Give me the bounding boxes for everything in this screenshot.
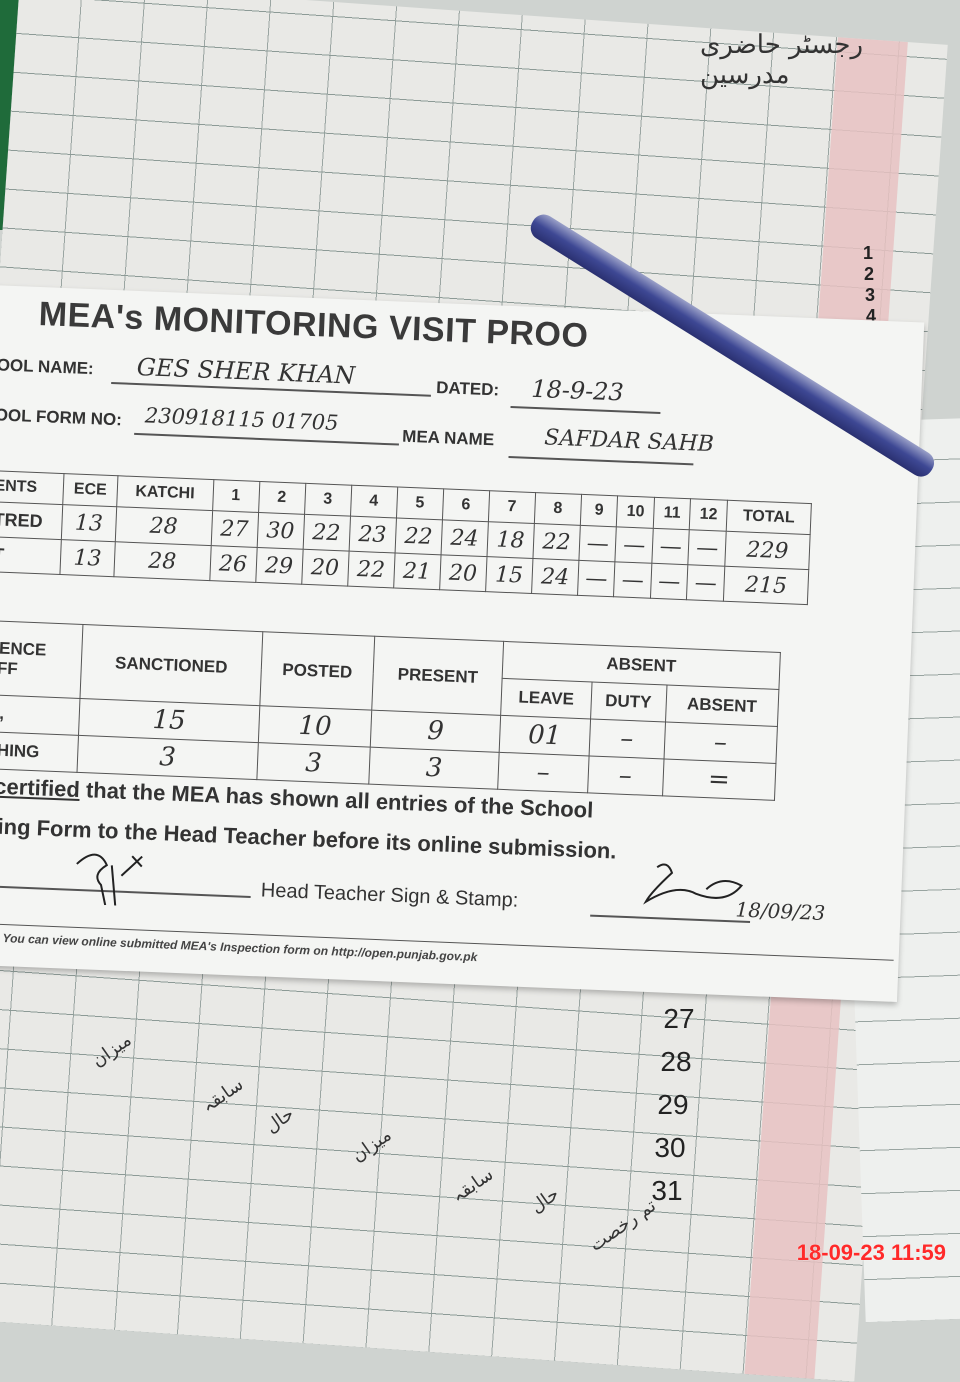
students-col-header: 1 — [212, 479, 260, 513]
sign-date: 18/09/23 — [735, 897, 826, 926]
students-cell: — — [650, 563, 689, 600]
col-duty: DUTY — [590, 681, 667, 722]
register-row-number: 31 — [651, 1175, 683, 1206]
students-cell: 29 — [255, 547, 303, 585]
register-row-number: 1 — [862, 243, 873, 263]
form-no-line — [134, 432, 399, 446]
students-cell: 15 — [485, 556, 533, 594]
footnote: Note: You can view online submitted MEA'… — [0, 929, 478, 965]
students-cell: 30 — [256, 512, 305, 550]
register-title: رجسٹر حاضری مدرسین — [700, 30, 864, 90]
staff-cell: 3 — [77, 735, 259, 780]
staff-header-label: ESENCE TAFF — [0, 620, 83, 699]
staff-cell: 9 — [370, 710, 501, 753]
col-leave: LEAVE — [500, 678, 592, 719]
students-col-header: 8 — [534, 492, 582, 526]
students-col-header: 4 — [350, 485, 398, 518]
students-cell: 27 — [210, 510, 259, 548]
register-row-number: 27 — [663, 1003, 695, 1034]
dated-value: 18-9-23 — [530, 374, 625, 407]
students-cell: — — [578, 525, 617, 562]
staff-cell: 3 — [256, 742, 371, 785]
staff-cell: 10 — [258, 705, 372, 748]
dated-line — [510, 405, 661, 415]
students-cell: 22 — [347, 551, 395, 588]
students-col-header: 2 — [258, 481, 306, 515]
students-row-label: STRED — [0, 501, 63, 540]
mea-name-line — [508, 455, 694, 466]
students-cell: 21 — [393, 552, 441, 590]
students-cell: 215 — [723, 566, 809, 605]
students-cell: 20 — [301, 549, 349, 587]
students-cell: 22 — [394, 517, 443, 555]
register-row-number: 2 — [863, 264, 874, 284]
photo-timestamp: 18-09-23 11:59 — [796, 1240, 946, 1265]
cert-emphasis: certified — [0, 773, 81, 803]
students-cell: — — [651, 528, 690, 565]
students-table: DENTS ECE KATCHI 1 2 3 4 5 6 7 8 9 10 11 12 TOTAL STRED… — [0, 470, 812, 605]
students-col-header: DENTS — [0, 470, 64, 505]
students-cell: 28 — [113, 541, 211, 581]
staff-cell: – — [587, 755, 664, 796]
col-posted: POSTED — [259, 631, 375, 711]
form-no-value: 230918115 01705 — [144, 403, 339, 436]
students-row-label: NT — [0, 536, 62, 575]
col-absent-sub: ABSENT — [665, 684, 779, 727]
students-col-header: 5 — [396, 487, 444, 520]
students-col-header: KATCHI — [116, 475, 214, 511]
register-row-number: 28 — [660, 1046, 692, 1077]
students-cell: 23 — [348, 516, 397, 553]
head-teacher-line — [590, 914, 751, 924]
students-col-header: 10 — [616, 495, 655, 529]
students-cell: 13 — [61, 504, 117, 542]
students-col-header: ECE — [62, 473, 118, 507]
students-col-header: 6 — [442, 488, 490, 522]
students-cell: 22 — [532, 523, 581, 561]
col-present: PRESENT — [371, 636, 504, 716]
staff-cell: 3 — [369, 747, 500, 790]
students-col-header: TOTAL — [726, 500, 812, 535]
form-no-label: OOL FORM NO: — [0, 405, 123, 430]
students-cell: 20 — [439, 554, 487, 592]
students-cell: 28 — [115, 506, 213, 546]
register-row-number: 30 — [654, 1132, 686, 1163]
school-name-label: OOL NAME: — [0, 355, 95, 379]
students-cell: 22 — [302, 514, 351, 552]
monitoring-visit-slip: MEA's MONITORING VISIT PROO OOL NAME: GE… — [0, 285, 925, 1002]
students-cell: — — [577, 560, 616, 597]
students-cell: 24 — [440, 519, 489, 557]
staff-table: ESENCE TAFF SANCTIONED POSTED PRESENT AB… — [0, 620, 781, 801]
staff-row-label: NG, — [0, 694, 80, 736]
staff-row-label: ACHING — [0, 731, 79, 773]
students-cell: 13 — [59, 539, 116, 577]
mea-name-label: MEA NAME — [401, 426, 495, 450]
register-row-number: 3 — [864, 285, 875, 305]
students-col-header: 9 — [580, 494, 618, 527]
students-cell: — — [686, 564, 725, 602]
students-col-header: 12 — [689, 498, 728, 532]
register-row-number: 29 — [657, 1089, 689, 1120]
register-row-number: 4 — [865, 306, 876, 326]
students-cell: 26 — [209, 545, 257, 583]
students-cell: — — [613, 561, 652, 599]
mea-signature — [76, 853, 143, 906]
students-cell: — — [688, 529, 727, 567]
students-col-header: 3 — [304, 483, 352, 517]
staff-cell: – — [588, 718, 666, 759]
staff-cell: – — [663, 721, 778, 764]
students-col-header: 11 — [653, 497, 691, 530]
mea-name-value: SAFDAR SAHB — [543, 425, 715, 458]
students-cell: — — [615, 526, 654, 564]
staff-cell: 01 — [499, 715, 591, 756]
dated-label: DATED: — [435, 377, 500, 400]
staff-cell: – — [497, 752, 589, 793]
students-col-header: 7 — [488, 490, 536, 524]
head-teacher-signature — [643, 863, 744, 905]
staff-cell: = — [662, 758, 776, 801]
col-sanctioned: SANCTIONED — [79, 624, 263, 706]
students-cell: 229 — [724, 531, 811, 570]
students-cell: 18 — [486, 521, 535, 559]
students-cell: 24 — [531, 558, 579, 596]
head-teacher-label: Head Teacher Sign & Stamp: — [260, 879, 519, 912]
